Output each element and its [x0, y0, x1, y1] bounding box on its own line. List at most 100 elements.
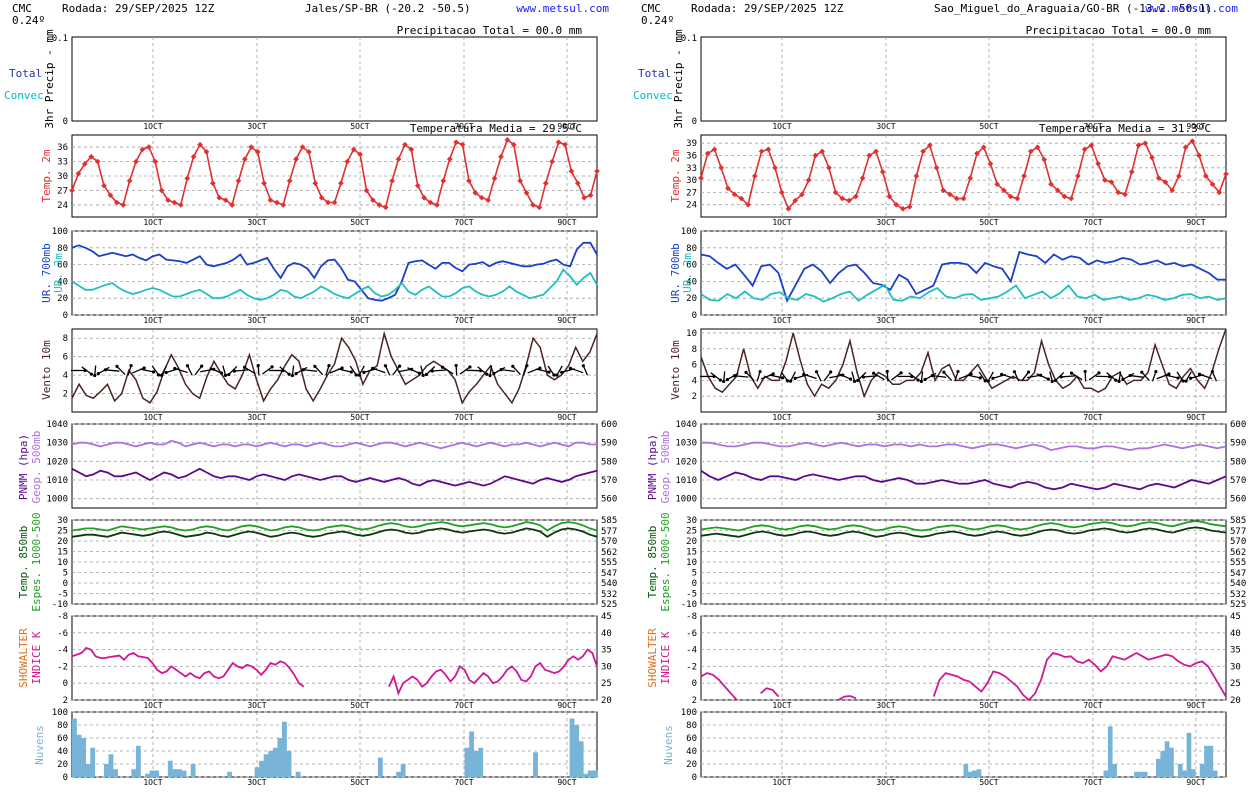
- temp-point: [191, 154, 197, 160]
- geop-ylabel: Geop. 500mb: [30, 431, 43, 504]
- cloud-bar: [465, 748, 470, 777]
- temp-point: [172, 200, 178, 206]
- wind-arrow-head: [1211, 370, 1214, 373]
- wind-arrow-head: [726, 378, 729, 381]
- wind-arrow-head: [547, 370, 550, 373]
- cloud-bar: [268, 751, 273, 777]
- day-label: 3OCT: [876, 316, 895, 325]
- wind-arrow-head: [856, 379, 859, 382]
- t850-tick: 25: [57, 527, 68, 537]
- pnmm-ylabel: PNMM (hpa): [646, 434, 659, 500]
- temp-tick: 36: [686, 152, 697, 162]
- wind-arrow-head: [984, 379, 987, 382]
- wind-tick: 4: [63, 371, 68, 381]
- temp-point: [344, 159, 350, 165]
- temp-point: [914, 173, 920, 179]
- wind-arrow-head: [371, 367, 374, 370]
- indicek-tick: 20: [601, 696, 612, 706]
- temp-point: [961, 196, 967, 202]
- t850-tick: 25: [686, 527, 697, 537]
- wind-arrow: [338, 369, 351, 372]
- temp-point: [120, 202, 126, 208]
- wind-arrow-head: [152, 370, 155, 373]
- day-label: 1OCT: [143, 218, 162, 227]
- site-url: www.metsul.com: [1145, 2, 1238, 15]
- temp-point: [575, 180, 581, 186]
- wind-arrow-head: [313, 365, 316, 368]
- espes-tick: 577: [601, 527, 617, 537]
- temp-point: [826, 165, 832, 171]
- t850-tick: 5: [63, 569, 68, 579]
- cloud-bar: [588, 771, 593, 778]
- wind-arrow-head: [90, 373, 93, 376]
- day-label: 7OCT: [1083, 701, 1102, 710]
- t850-ylabel: Temp. 850mb: [17, 526, 30, 599]
- cloud-bar: [1134, 772, 1139, 777]
- geop-tick: 590: [601, 439, 617, 449]
- pnmm-tick: 1000: [46, 495, 68, 505]
- espes-tick: 525: [1230, 600, 1246, 610]
- temp-point: [934, 165, 940, 171]
- wind-arrow: [1027, 375, 1041, 377]
- temp-point: [772, 165, 778, 171]
- wind-tick: 6: [692, 361, 697, 371]
- wind-arrow: [105, 370, 119, 371]
- espes-tick: 585: [601, 516, 617, 526]
- wind-tick: 6: [63, 353, 68, 363]
- temp-tick: 27: [57, 186, 68, 196]
- wind-arrow-head: [233, 370, 236, 373]
- temp-point: [1021, 173, 1027, 179]
- temp-point: [1075, 173, 1081, 179]
- humidity-tick: 100: [681, 227, 697, 237]
- plot-frame: [72, 37, 597, 121]
- pnmm-tick: 1010: [46, 476, 68, 486]
- day-label: 9OCT: [557, 778, 576, 787]
- indicek-tick: 35: [601, 646, 612, 656]
- temp-point: [765, 147, 771, 153]
- wind-tick: 4: [692, 376, 697, 386]
- wind-arrow: [132, 368, 144, 373]
- day-label: 5OCT: [979, 218, 998, 227]
- cloud-bar: [968, 772, 973, 777]
- day-label: 5OCT: [979, 701, 998, 710]
- wind-arrow-head: [270, 365, 273, 368]
- geop-line: [72, 469, 597, 486]
- wind-arrow-head: [200, 364, 203, 367]
- geop-ylabel: Geop. 500mb: [659, 431, 672, 504]
- wind-arrow: [195, 366, 202, 375]
- showalter-tick: 0: [692, 679, 697, 689]
- temp-point: [1068, 196, 1074, 202]
- wind-arrow-head: [772, 372, 775, 375]
- cloud-bar: [570, 719, 575, 778]
- wind-arrow-head: [781, 376, 784, 379]
- cloud-tick: 40: [686, 747, 697, 757]
- day-label: 7OCT: [454, 701, 473, 710]
- wind-arrow-head: [525, 364, 528, 367]
- cloud-bar: [172, 769, 177, 777]
- wind-arrow-head: [1189, 377, 1192, 380]
- wind-arrow: [967, 375, 980, 378]
- espes-tick: 525: [601, 600, 617, 610]
- plot-frame: [701, 329, 1226, 412]
- temp-2m-line: [72, 140, 597, 208]
- pnmm-tick: 1040: [675, 420, 697, 430]
- indicek-ylabel: INDICE K: [659, 631, 672, 684]
- temp-point: [140, 147, 146, 153]
- wind-arrow-head: [1000, 373, 1003, 376]
- wind-arrow-head: [358, 374, 361, 377]
- humidity-tick: 20: [686, 294, 697, 304]
- cloud-bar: [1182, 771, 1187, 778]
- cloud-bar: [401, 764, 406, 777]
- cloud-bar: [1191, 769, 1196, 777]
- temp-point: [332, 200, 338, 206]
- cloud-bar: [1165, 741, 1170, 777]
- cloud-tick: 80: [686, 721, 697, 731]
- temp-point: [1196, 153, 1202, 159]
- wind-arrow-head: [186, 364, 189, 367]
- day-label: 3OCT: [876, 778, 895, 787]
- indicek-tick: 35: [1230, 646, 1241, 656]
- wind-arrow-head: [1047, 378, 1050, 381]
- wind-arrow-head: [1181, 379, 1184, 382]
- wind-arrow: [501, 370, 515, 372]
